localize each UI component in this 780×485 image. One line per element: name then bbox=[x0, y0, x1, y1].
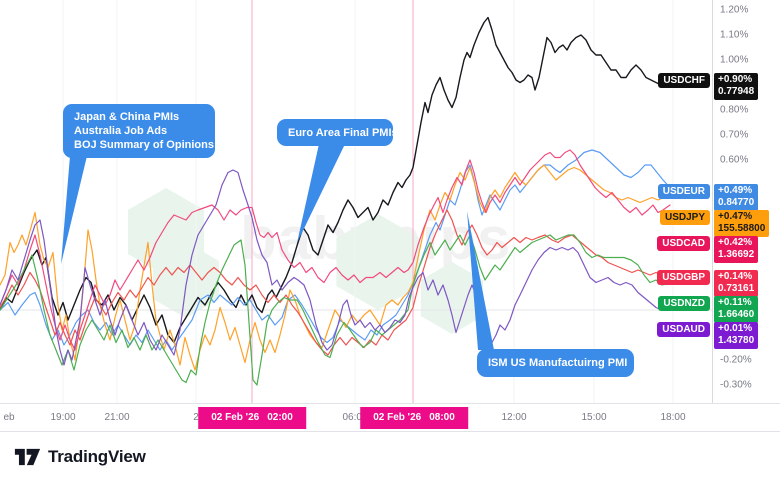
last-price: 0.73161 bbox=[718, 283, 755, 294]
time-axis[interactable]: eb 19:00 21:00 2 06:00 12:00 15:00 18:00 02 Feb … bbox=[0, 403, 780, 432]
series-line-usdchf bbox=[0, 16, 671, 344]
badge-time: 08:00 bbox=[429, 412, 455, 423]
change-percent: +0.90% bbox=[718, 74, 753, 85]
event-callout: Japan & China PMIs Australia Job Ads BOJ S… bbox=[63, 104, 215, 158]
symbol-chip: USDJPY bbox=[659, 210, 710, 225]
badge-date: 02 Feb '26 bbox=[373, 412, 422, 423]
symbol-chip: USDNZD bbox=[658, 296, 710, 311]
change-and-price: +0.90% 0.77948 bbox=[714, 73, 759, 100]
event-callout-text: BOJ Summary of Opinions bbox=[74, 139, 214, 151]
time-tick-label: 19:00 bbox=[50, 412, 76, 423]
change-and-price: +0.01% 1.43780 bbox=[714, 322, 759, 349]
symbol-chip: USDEUR bbox=[657, 184, 710, 199]
change-and-price: +0.11% 1.66460 bbox=[714, 296, 759, 323]
event-callout-tail bbox=[297, 144, 345, 243]
price-tick-label: -0.20% bbox=[720, 354, 752, 366]
event-callout-text: Euro Area Final PMIs bbox=[288, 126, 398, 139]
badge-date: 02 Feb '26 bbox=[211, 412, 260, 423]
price-tick-label: 1.10% bbox=[720, 29, 749, 41]
symbol-chip: USDCAD bbox=[657, 236, 710, 251]
last-price: 1.36692 bbox=[718, 249, 755, 260]
chart-canvas[interactable] bbox=[0, 0, 712, 403]
price-tick-label: 1.00% bbox=[720, 54, 749, 66]
series-line-usdgbp bbox=[0, 209, 671, 356]
event-callout-text: ISM US Manufactuirng PMI bbox=[488, 357, 628, 369]
tradingview-logo-text: TradingView bbox=[48, 447, 146, 466]
symbol-chip: USDCHF bbox=[658, 73, 710, 88]
series-line-usdaud bbox=[0, 169, 671, 366]
time-tick-label: 21:00 bbox=[104, 412, 130, 423]
event-callout-text: Japan & China PMIs bbox=[74, 111, 180, 123]
change-and-price: +0.42% 1.36692 bbox=[714, 236, 759, 263]
price-tick-label: -0.30% bbox=[720, 379, 752, 391]
time-tick-label: 06:00 bbox=[342, 412, 368, 423]
time-tick-label: 18:00 bbox=[660, 412, 686, 423]
last-price: 1.43780 bbox=[718, 335, 755, 346]
event-callout: ISM US Manufactuirng PMI bbox=[477, 349, 634, 377]
last-price: 1.66460 bbox=[718, 309, 755, 320]
hexagon-watermark bbox=[420, 262, 484, 334]
event-callout-text: Australia Job Ads bbox=[74, 125, 168, 137]
hexagon-watermark bbox=[336, 214, 420, 310]
event-callout-tail bbox=[61, 156, 87, 264]
event-callout: Euro Area Final PMIs bbox=[277, 119, 398, 146]
time-tick-label: 12:00 bbox=[501, 412, 527, 423]
symbol-chip: USDAUD bbox=[657, 322, 710, 337]
change-and-price: +0.14% 0.73161 bbox=[714, 270, 759, 297]
tradingview-logo[interactable]: TradingView bbox=[14, 445, 146, 469]
change-percent: +0.47% bbox=[718, 211, 753, 222]
last-price: 0.84770 bbox=[718, 197, 755, 208]
event-callout-tail bbox=[467, 211, 494, 350]
tradingview-logo-icon bbox=[14, 448, 41, 466]
time-tick-label: eb bbox=[3, 412, 15, 423]
time-tick-label: 2 bbox=[193, 412, 199, 423]
change-percent: +0.01% bbox=[718, 323, 753, 334]
badge-time: 02:00 bbox=[267, 412, 293, 423]
symbol-chip: USDGBP bbox=[657, 270, 710, 285]
change-percent: +0.49% bbox=[718, 185, 753, 196]
series-line-usdeur bbox=[0, 149, 671, 351]
change-and-price: +0.47% 155.58800 bbox=[714, 210, 770, 237]
last-price: 155.58800 bbox=[718, 223, 766, 234]
series-line-usdnzd bbox=[0, 234, 671, 386]
price-tick-label: 0.60% bbox=[720, 154, 749, 166]
price-tick-label: 1.20% bbox=[720, 4, 749, 16]
time-tick-label: 15:00 bbox=[581, 412, 607, 423]
event-time-badge: 02 Feb '26 08:00 bbox=[360, 407, 468, 429]
change-percent: +0.11% bbox=[718, 297, 752, 308]
price-tick-label: 0.80% bbox=[720, 104, 749, 116]
last-price: 0.77948 bbox=[718, 86, 755, 97]
change-percent: +0.14% bbox=[718, 271, 753, 282]
change-percent: +0.42% bbox=[718, 237, 753, 248]
footer-bar: TradingView bbox=[0, 432, 780, 485]
series-line-usdcad bbox=[0, 149, 671, 351]
event-time-badge: 02 Feb '26 02:00 bbox=[198, 407, 306, 429]
price-tick-label: 0.70% bbox=[720, 129, 749, 141]
change-and-price: +0.49% 0.84770 bbox=[714, 184, 759, 211]
series-line-usdjpy bbox=[0, 164, 671, 371]
